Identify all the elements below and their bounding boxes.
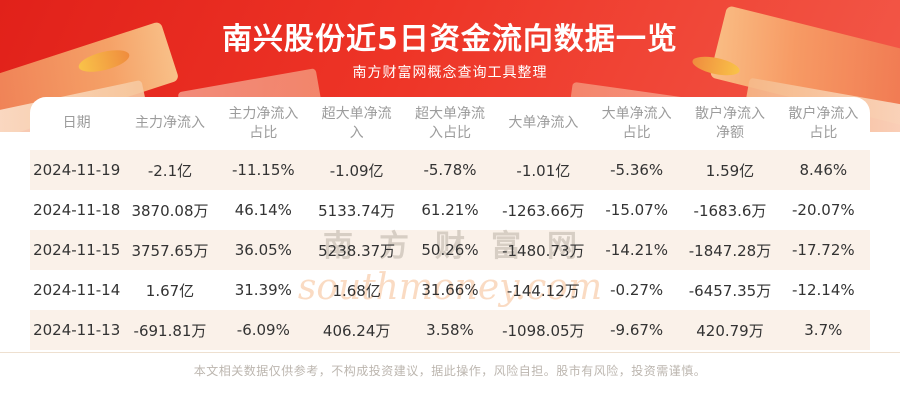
- column-header-date: 日期: [62, 115, 91, 132]
- table-header-row: 日期 主力净流入 主力净流入 占比 超大单净流 入 超大单净流 入占比 大单净流…: [30, 97, 870, 150]
- cell-value: -17.72%: [792, 241, 855, 259]
- cell-value: 3.7%: [804, 321, 843, 339]
- cell-value: -1.09亿: [329, 161, 384, 180]
- cell-value: -1.01亿: [516, 161, 571, 180]
- cell-date: 2024-11-14: [33, 281, 121, 299]
- page-subtitle: 南方财富网概念查询工具整理: [352, 65, 548, 81]
- cell-value: 5133.74万: [318, 201, 396, 220]
- cell-value: 61.21%: [421, 201, 479, 219]
- cell-value: 3870.08万: [131, 201, 209, 220]
- cell-value: 406.24万: [322, 321, 391, 340]
- column-header-large-order-net-inflow-ratio: 大单净流入 占比: [601, 105, 672, 141]
- cell-value: 5238.37万: [318, 241, 396, 260]
- cell-value: -5.78%: [423, 161, 477, 179]
- cell-value: -691.81万: [133, 321, 207, 340]
- cell-value: 420.79万: [696, 321, 764, 340]
- table-row: 2024-11-14 1.67亿 31.39% 1.68亿 31.66% -14…: [30, 270, 870, 310]
- cell-value: -6457.35万: [688, 281, 772, 300]
- table-row: 2024-11-15 3757.65万 36.05% 5238.37万 50.2…: [30, 230, 870, 270]
- column-header-retail-net-inflow-ratio: 散户净流入 占比: [788, 105, 859, 141]
- cell-value: 46.14%: [234, 201, 292, 219]
- cell-value: -6.09%: [236, 321, 290, 339]
- cell-value: -144.12万: [506, 281, 580, 300]
- cell-value: 3.58%: [426, 321, 474, 339]
- cell-date: 2024-11-13: [33, 321, 121, 339]
- cell-value: 1.59亿: [705, 161, 755, 180]
- cell-date: 2024-11-18: [33, 201, 121, 219]
- cell-value: -1098.05万: [502, 321, 585, 340]
- cell-value: -1683.6万: [693, 201, 767, 220]
- cell-value: -14.21%: [605, 241, 668, 259]
- cell-value: -12.14%: [792, 281, 855, 299]
- table-row: 2024-11-19 -2.1亿 -11.15% -1.09亿 -5.78% -…: [30, 150, 870, 190]
- cell-date: 2024-11-15: [33, 241, 121, 259]
- table-row: 2024-11-13 -691.81万 -6.09% 406.24万 3.58%…: [30, 310, 870, 350]
- cell-value: -5.36%: [610, 161, 664, 179]
- cell-value: 3757.65万: [131, 241, 209, 260]
- cell-value: -15.07%: [605, 201, 668, 219]
- cell-value: 8.46%: [799, 161, 848, 179]
- disclaimer-text: 本文相关数据仅供参考，不构成投资建议，据此操作，风险自担。股市有风险，投资需谨慎…: [193, 364, 707, 378]
- cell-date: 2024-11-19: [33, 161, 121, 179]
- cell-value: -11.15%: [232, 161, 295, 179]
- cell-value: -20.07%: [792, 201, 855, 219]
- column-header-main-net-inflow: 主力净流入: [134, 115, 205, 132]
- cell-value: 36.05%: [234, 241, 292, 259]
- column-header-large-order-net-inflow: 大单净流入: [508, 115, 579, 132]
- column-header-retail-net-inflow: 散户净流入 净额: [694, 105, 765, 141]
- cell-value: 31.39%: [234, 281, 292, 299]
- column-header-xl-order-net-inflow-ratio: 超大单净流 入占比: [414, 105, 485, 141]
- cell-value: 50.26%: [421, 241, 479, 259]
- cell-value: 31.66%: [421, 281, 479, 299]
- cell-value: 1.67亿: [145, 281, 195, 300]
- cell-value: -0.27%: [610, 281, 664, 299]
- table-row: 2024-11-18 3870.08万 46.14% 5133.74万 61.2…: [30, 190, 870, 230]
- column-header-xl-order-net-inflow: 超大单净流 入: [321, 105, 392, 141]
- data-card: 日期 主力净流入 主力净流入 占比 超大单净流 入 超大单净流 入占比 大单净流…: [30, 97, 870, 352]
- page-title: 南兴股份近5日资金流向数据一览: [222, 22, 678, 57]
- cell-value: -1847.28万: [688, 241, 772, 260]
- footer: 本文相关数据仅供参考，不构成投资建议，据此操作，风险自担。股市有风险，投资需谨慎…: [0, 352, 900, 401]
- cell-value: 1.68亿: [332, 281, 381, 300]
- cell-value: -2.1亿: [147, 161, 193, 180]
- column-header-main-net-inflow-ratio: 主力净流入 占比: [228, 105, 299, 141]
- cell-value: -9.67%: [610, 321, 664, 339]
- cell-value: -1480.73万: [502, 241, 585, 260]
- cell-value: -1263.66万: [502, 201, 585, 220]
